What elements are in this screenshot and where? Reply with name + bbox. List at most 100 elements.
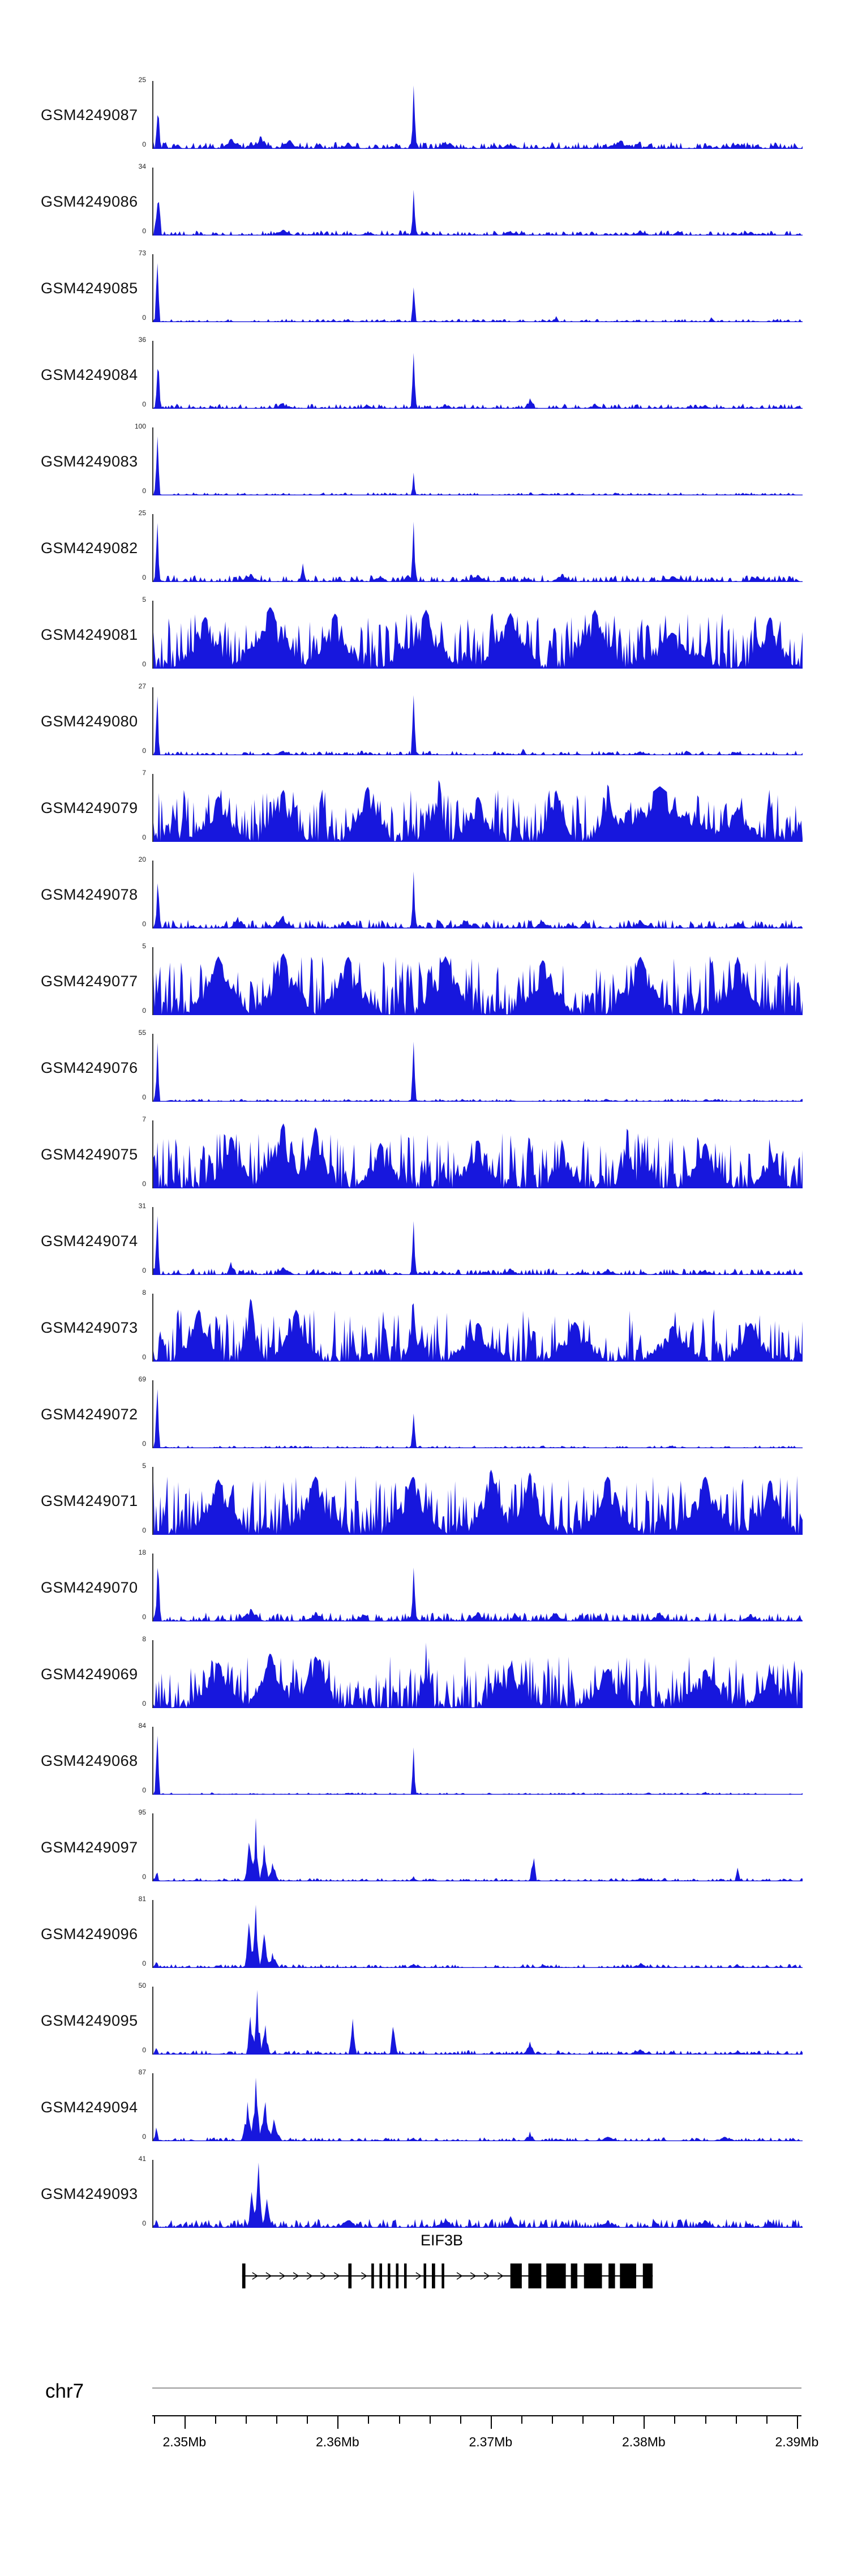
signal-area [153,1299,803,1362]
signal-plot [152,1120,803,1188]
coverage-track-row: GSM4249070 18 0 [0,1535,849,1621]
coverage-track-row: GSM4249077 5 0 [0,928,849,1015]
y-axis-max-label: 5 [142,1462,146,1470]
gene-exon [510,2263,522,2288]
signal-area [153,1041,803,1102]
strand-arrow-icon [306,2272,313,2280]
signal-plot [152,168,803,236]
y-axis-max-label: 7 [142,769,146,777]
signal-area [153,780,803,842]
signal-plot [152,601,803,669]
y-axis-max-label: 81 [138,1895,146,1903]
signal-area [153,953,803,1015]
signal-plot [152,341,803,409]
coverage-track-row: GSM4249084 36 0 [0,322,849,409]
gene-exon [546,2263,566,2288]
gene-exon [423,2263,427,2288]
coverage-track-row: GSM4249079 7 0 [0,755,849,842]
signal-plot [152,2073,803,2141]
signal-area [153,1216,803,1275]
axis-minor-tick [674,2416,676,2424]
sample-label: GSM4249095 [41,2012,138,2029]
y-axis-max-label: 73 [138,249,146,257]
signal-area [153,521,803,582]
strand-arrow-icon [497,2272,504,2280]
y-axis-zero-label: 0 [142,1266,146,1274]
gene-track: EIF3B [152,2230,801,2309]
signal-plot [152,947,803,1015]
signal-area [153,436,803,495]
signal-area [153,871,803,928]
y-axis-zero-label: 0 [142,1700,146,1708]
coverage-track-row: GSM4249068 84 0 [0,1708,849,1795]
sample-label: GSM4249078 [41,886,138,903]
signal-plot [152,1380,803,1448]
signal-plot [152,687,803,755]
sample-label: GSM4249076 [41,1059,138,1076]
strand-arrow-icon [252,2272,259,2280]
strand-arrow-icon [415,2272,422,2280]
signal-plot [152,254,803,322]
gene-exon [404,2263,407,2288]
signal-plot [152,2160,803,2228]
y-axis-zero-label: 0 [142,400,146,408]
y-axis-zero-label: 0 [142,1007,146,1015]
axis-major-tick [184,2416,186,2429]
signal-plot [152,1987,803,2055]
y-axis-max-label: 25 [138,76,146,84]
axis-minor-tick [307,2416,308,2424]
signal-plot [152,861,803,928]
axis-tick-label: 2.37Mb [469,2434,513,2449]
gene-exon [441,2263,444,2288]
y-axis-zero-label: 0 [142,1440,146,1448]
coverage-track-row: GSM4249072 69 0 [0,1362,849,1448]
axis-minor-tick [766,2416,767,2424]
axis-major-tick [796,2416,798,2429]
y-axis-zero-label: 0 [142,2046,146,2054]
coverage-track-row: GSM4249071 5 0 [0,1448,849,1535]
signal-plot [152,427,803,495]
y-axis-max-label: 27 [138,682,146,690]
sample-label: GSM4249085 [41,280,138,297]
y-axis-zero-label: 0 [142,1959,146,1967]
y-axis-max-label: 87 [138,2068,146,2076]
signal-area [153,2077,803,2141]
signal-area [153,353,803,409]
axis-major-tick [337,2416,339,2429]
axis-minor-tick [153,2416,155,2424]
y-axis-zero-label: 0 [142,747,146,755]
signal-plot [152,1813,803,1881]
y-axis-max-label: 36 [138,336,146,344]
signal-plot [152,774,803,842]
gene-exon [396,2263,399,2288]
sample-label: GSM4249086 [41,193,138,210]
signal-area [153,190,803,236]
y-axis-zero-label: 0 [142,833,146,841]
axis-tick-label: 2.35Mb [162,2434,207,2449]
y-axis-max-label: 8 [142,1635,146,1643]
chromosome-label: chr7 [45,2380,84,2402]
gene-exon [388,2263,391,2288]
sample-label: GSM4249096 [41,1925,138,1942]
sample-label: GSM4249079 [41,799,138,816]
gene-exon [379,2263,383,2288]
sample-label: GSM4249073 [41,1319,138,1336]
sample-label: GSM4249097 [41,1839,138,1856]
gene-exon [242,2263,246,2288]
coverage-track-row: GSM4249095 50 0 [0,1968,849,2055]
y-axis-max-label: 18 [138,1548,146,1556]
axis-tick-label: 2.38Mb [622,2434,666,2449]
axis-minor-tick [246,2416,247,2424]
y-axis-max-label: 55 [138,1029,146,1037]
axis-minor-tick [521,2416,522,2424]
sample-label: GSM4249083 [41,453,138,470]
signal-plot [152,1554,803,1621]
chromosome-line [152,2387,801,2389]
strand-arrow-icon [320,2272,327,2280]
axis-minor-tick [735,2416,737,2424]
axis-tick-label: 2.39Mb [775,2434,819,2449]
axis-minor-tick [613,2416,615,2424]
signal-area [153,1905,803,1968]
gene-exon [432,2263,435,2288]
